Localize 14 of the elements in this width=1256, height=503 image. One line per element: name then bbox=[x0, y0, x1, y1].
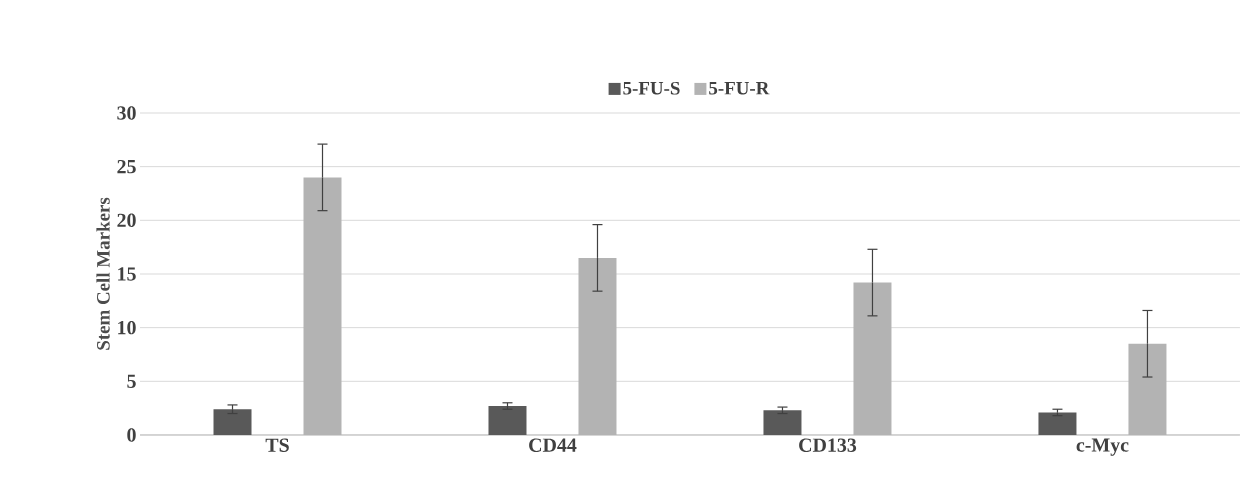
y-tick-label: 15 bbox=[118, 267, 136, 281]
legend-label: 5-FU-S bbox=[623, 81, 680, 95]
y-tick-label: 10 bbox=[118, 320, 136, 335]
y-axis-title: Stem Cell Markers bbox=[96, 197, 110, 350]
y-tick-label: 25 bbox=[117, 159, 136, 174]
y-tick-label: 30 bbox=[117, 106, 136, 120]
y-tick-label: 5 bbox=[127, 374, 136, 388]
legend-label: 5-FU-R bbox=[709, 81, 770, 95]
x-tick-label: TS bbox=[265, 438, 289, 452]
x-tick-label: CD133 bbox=[799, 438, 857, 452]
y-tick-label: 0 bbox=[127, 428, 136, 442]
x-tick-label: CD44 bbox=[529, 438, 577, 452]
y-tick-label: 20 bbox=[117, 213, 136, 228]
x-tick-label: c-Myc bbox=[1076, 438, 1129, 456]
